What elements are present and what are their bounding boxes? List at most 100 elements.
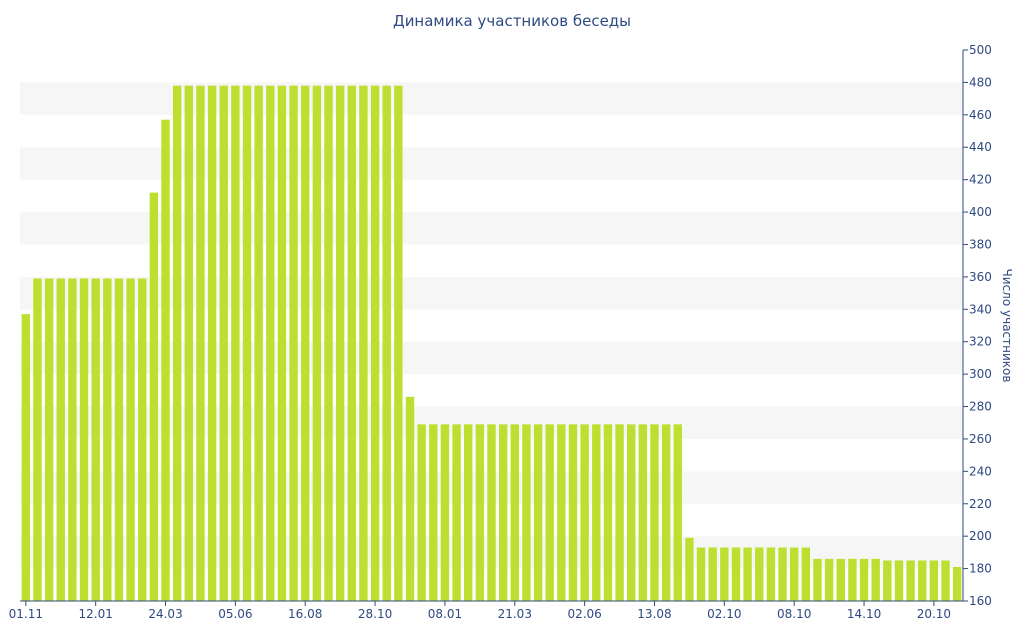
bar xyxy=(324,85,333,601)
y-tick-label: 220 xyxy=(969,497,992,511)
y-tick-label: 440 xyxy=(969,140,992,154)
bars-group xyxy=(21,85,962,602)
bar xyxy=(79,278,89,601)
x-tick-label: 28.10 xyxy=(358,607,392,621)
y-tick-label: 280 xyxy=(969,400,992,414)
bar xyxy=(33,278,42,601)
x-tick-label: 14.10 xyxy=(847,607,881,621)
bar xyxy=(172,85,182,601)
bar xyxy=(196,85,205,601)
x-tick-label: 08.01 xyxy=(428,607,462,621)
bar xyxy=(918,560,927,601)
bar xyxy=(394,85,403,601)
bar xyxy=(615,424,624,601)
bar xyxy=(464,424,473,601)
y-tick-label: 240 xyxy=(969,464,992,478)
bar xyxy=(871,558,880,601)
bar xyxy=(813,558,822,601)
bar xyxy=(149,192,159,602)
bar xyxy=(696,547,706,601)
bar xyxy=(731,547,741,601)
bar xyxy=(743,547,752,601)
x-tick-label: 20.10 xyxy=(917,607,951,621)
bar xyxy=(498,424,508,601)
bar xyxy=(347,85,356,601)
x-tick-label: 12.01 xyxy=(78,607,112,621)
x-tick-label: 21.03 xyxy=(498,607,532,621)
bar xyxy=(289,85,298,601)
bar xyxy=(370,85,380,601)
bar xyxy=(487,424,496,601)
bar xyxy=(708,547,717,601)
bar xyxy=(510,424,519,601)
x-tick-label: 01.11 xyxy=(9,607,43,621)
bar xyxy=(941,560,950,601)
bar xyxy=(755,547,764,601)
bar xyxy=(475,424,485,601)
bar xyxy=(382,85,391,601)
y-tick-label: 340 xyxy=(969,302,992,316)
bar xyxy=(906,560,915,601)
bar xyxy=(720,547,729,601)
y-tick-label: 400 xyxy=(969,205,992,219)
bar xyxy=(56,278,65,601)
bar xyxy=(254,85,263,601)
bar xyxy=(952,566,962,601)
bar xyxy=(685,537,694,601)
bar xyxy=(533,424,543,601)
bar xyxy=(231,85,240,601)
bar xyxy=(638,424,648,601)
x-tick-label: 02.06 xyxy=(567,607,601,621)
bar xyxy=(138,278,147,601)
bar xyxy=(650,424,659,601)
x-tick-label: 08.10 xyxy=(777,607,811,621)
y-tick-label: 260 xyxy=(969,432,992,446)
bar xyxy=(417,424,426,601)
bar xyxy=(359,85,368,601)
bar xyxy=(929,560,939,601)
bar xyxy=(405,396,415,601)
bar xyxy=(778,547,787,601)
bar xyxy=(673,424,682,601)
bar xyxy=(266,85,275,601)
bar xyxy=(568,424,578,601)
bar xyxy=(21,314,31,601)
y-tick-label: 480 xyxy=(969,75,992,89)
y-tick-label: 300 xyxy=(969,367,992,381)
x-tick-label: 02.10 xyxy=(707,607,741,621)
bar xyxy=(592,424,601,601)
y-tick-label: 360 xyxy=(969,270,992,284)
bar xyxy=(801,547,811,601)
bar xyxy=(580,424,589,601)
bar xyxy=(522,424,531,601)
bar xyxy=(184,85,193,601)
x-axis: 01.11 12.01 24.03 05.06 16.08 28.10 08.01 21.03… xyxy=(9,600,963,621)
bar xyxy=(242,85,252,601)
y-axis-title: Число участников xyxy=(1000,269,1014,383)
bar xyxy=(429,424,438,601)
bar xyxy=(790,547,799,601)
bar xyxy=(627,424,636,601)
y-tick-label: 180 xyxy=(969,562,992,576)
bar xyxy=(207,85,217,601)
y-tick-label: 320 xyxy=(969,335,992,349)
bar xyxy=(277,85,287,601)
bar xyxy=(161,119,170,601)
y-tick-label: 500 xyxy=(969,43,992,57)
bar xyxy=(603,424,613,601)
y-tick-label: 420 xyxy=(969,173,992,187)
y-tick-label: 200 xyxy=(969,529,992,543)
bar xyxy=(68,278,77,601)
chart-title: Динамика участников беседы xyxy=(392,12,632,30)
y-tick-label: 460 xyxy=(969,108,992,122)
bar xyxy=(766,547,776,601)
grid-band xyxy=(20,82,963,115)
bar xyxy=(301,85,310,601)
bar xyxy=(126,278,135,601)
x-tick-label: 24.03 xyxy=(148,607,182,621)
x-tick-label: 05.06 xyxy=(218,607,252,621)
bar xyxy=(661,424,671,601)
bar xyxy=(44,278,54,601)
